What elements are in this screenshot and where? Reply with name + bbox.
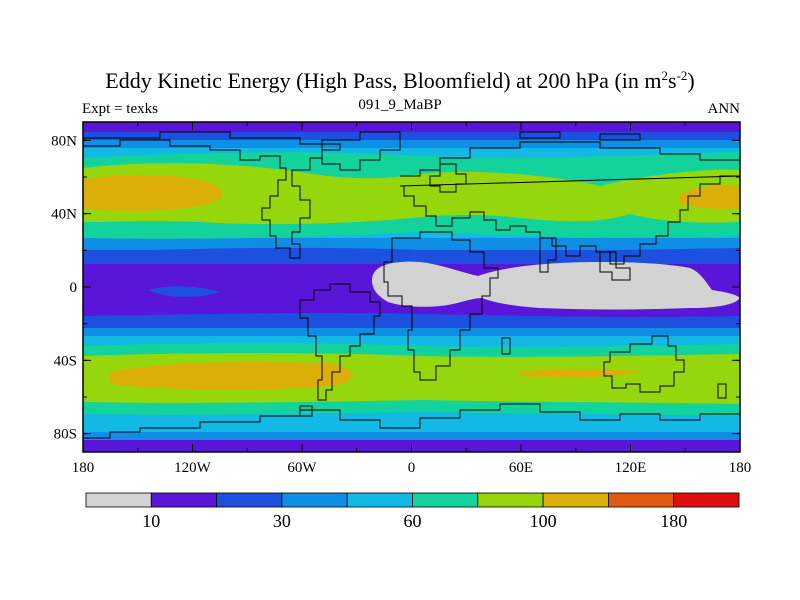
colorbar-swatch [346,492,413,508]
lat-tick-label: 80S [54,427,77,443]
colorbar-swatch [216,492,283,508]
coast-antarctic-peninsula [286,405,313,417]
coastlines [83,131,740,439]
season-label: ANN [707,101,741,117]
lon-tick-label: 120W [174,460,212,476]
coast-new-zealand [717,383,727,399]
band-level-0 [372,261,740,310]
lon-tick-label: 60W [287,460,317,476]
colorbar-swatch [150,492,218,508]
colorbar-swatch [542,492,609,508]
eke-field [83,122,740,452]
lat-tick-label: 80N [51,133,77,149]
colorbar-label: 60 [404,511,422,531]
coast-south-america [299,283,381,401]
coast-se-asia [599,251,631,281]
band-nh-orange-east [680,185,740,209]
coast-madagascar [501,337,511,355]
colorbar-swatch [608,492,675,508]
lat-tick-label: 40S [54,353,77,369]
colorbar-swatch [281,492,348,508]
lon-tick-label: 180 [729,460,752,476]
colorbar-swatch [477,492,544,508]
plot-title: Eddy Kinetic Energy (High Pass, Bloomfie… [105,68,695,93]
lon-tick-label: 0 [408,460,416,476]
lon-tick-label: 120E [615,460,647,476]
band-sh-orange-pacific [110,362,353,390]
case-label: 091_9_MaBP [358,97,442,113]
band-nh-orange-west [83,174,223,211]
axis-ticks: 80N 40N 0 40S 80S 180 120W 60W 0 60E 120E 180 [51,122,751,476]
coast-africa [383,231,499,381]
band-tropics-blue-n [83,247,740,263]
coast-north-pole-islands [519,131,641,141]
coast-india [539,237,557,273]
colorbar: 10 30 60 100 180 [85,492,740,531]
colorbar-label: 100 [530,511,557,531]
band-sh-orange-indian [520,369,640,378]
coast-north-america [83,131,341,259]
coast-australia [603,335,685,393]
colorbar-swatch [412,492,479,508]
band-tropics-blue-pacific [148,286,220,297]
experiment-label: Expt = texks [82,101,158,117]
colorbar-swatch [85,492,152,508]
colorbar-label: 10 [142,511,160,531]
coast-eurasia [399,141,740,265]
lat-tick-label: 0 [70,280,78,296]
colorbar-swatch [673,492,740,508]
coast-greenland [321,131,401,171]
coast-antarctica [83,403,740,439]
lat-tick-label: 40N [51,207,77,223]
coast-europe-north [429,163,467,193]
lon-tick-label: 60E [509,460,533,476]
colorbar-label: 180 [660,511,687,531]
colorbar-label: 30 [273,511,291,531]
lon-tick-label: 180 [72,460,95,476]
band-nh-green-atlantic [455,185,583,216]
